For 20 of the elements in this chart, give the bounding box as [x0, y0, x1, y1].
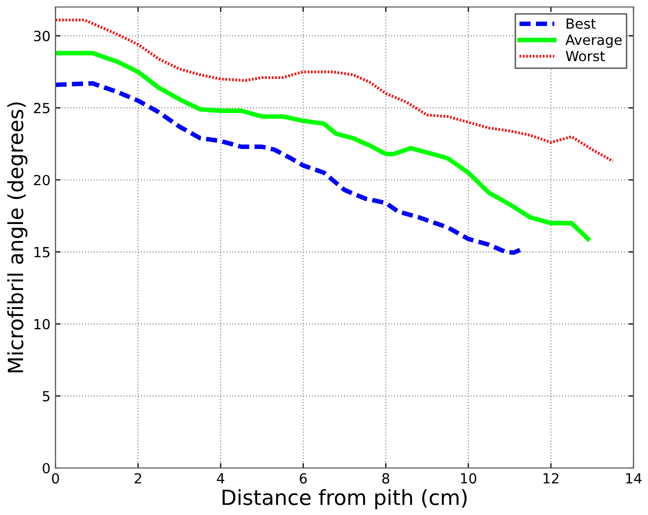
y-tick-label: 15	[34, 247, 50, 258]
y-tick-label: 0	[42, 462, 50, 474]
x-tick-label: 12	[544, 473, 558, 484]
y-tick-label: 5	[42, 391, 50, 402]
y-axis-title: Microfibril angle (degrees)	[7, 102, 28, 372]
x-tick-label: 6	[300, 473, 307, 484]
x-tick-label: 2	[134, 473, 142, 484]
legend-label: Average	[565, 34, 622, 48]
x-tick-label: 4	[216, 473, 224, 484]
y-tick-label: 10	[34, 318, 50, 330]
x-tick-label: 0	[52, 473, 59, 484]
x-tick-label: 14	[626, 473, 642, 484]
x-axis-title: Distance from pith (cm)	[222, 489, 467, 510]
y-tick-label: 30	[34, 30, 50, 42]
legend-label: Worst	[566, 50, 605, 62]
y-tick-label: 25	[34, 102, 50, 114]
x-tick-label: 10	[461, 473, 476, 484]
x-tick-label: 8	[382, 473, 390, 484]
y-tick-label: 20	[34, 174, 50, 186]
legend-label: Best	[566, 18, 596, 29]
